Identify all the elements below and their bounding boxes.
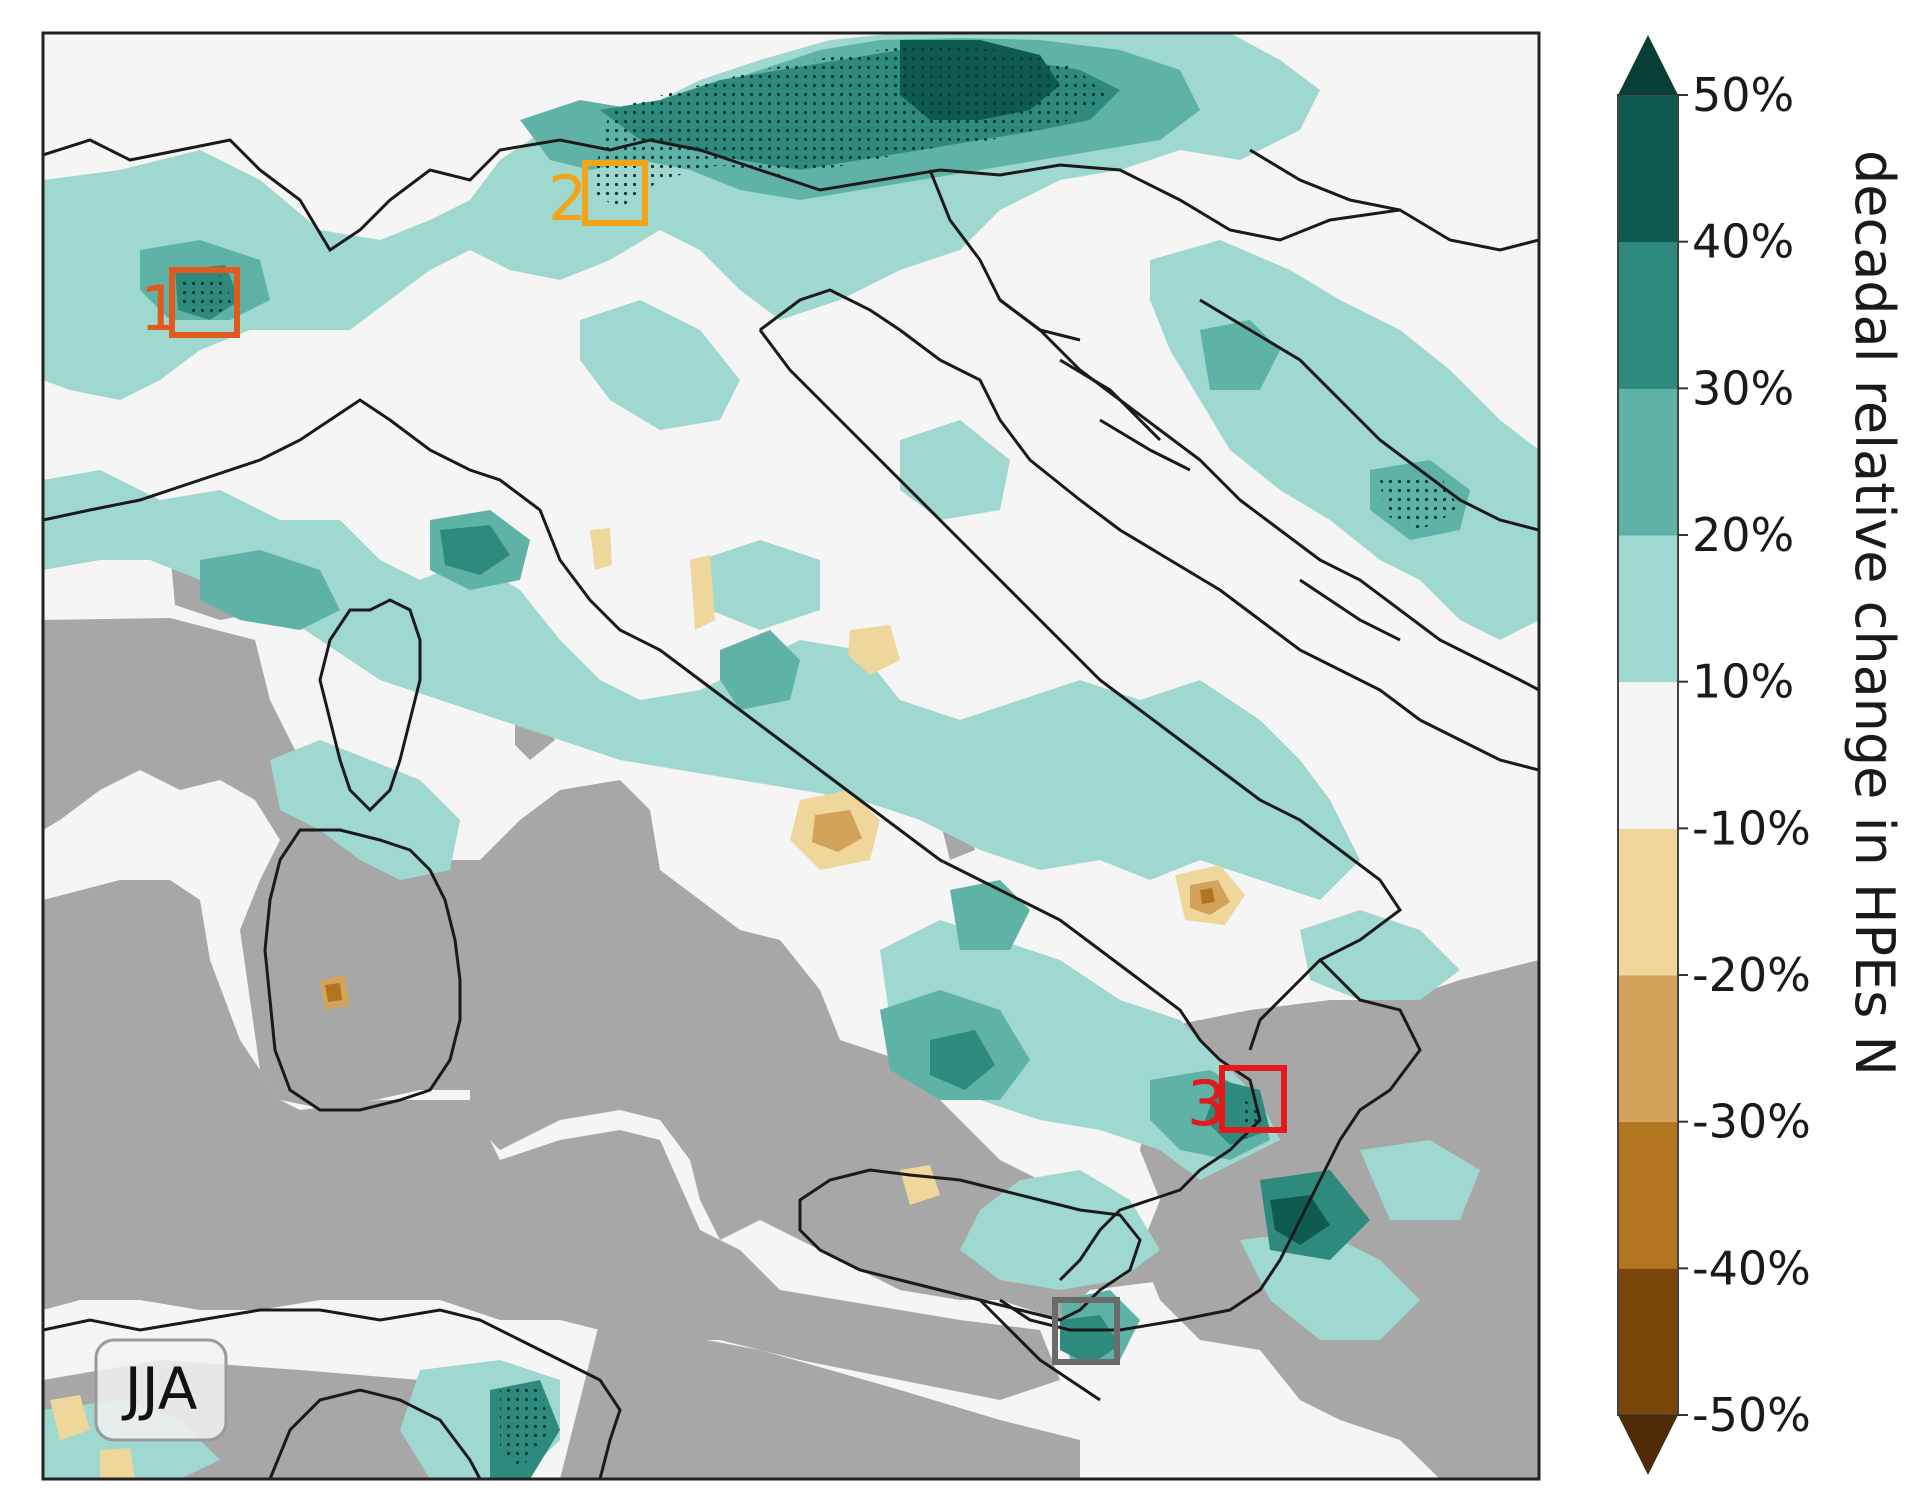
study-box-4 [1052, 1297, 1120, 1365]
colorbar-extend-min [1618, 1415, 1678, 1475]
season-label: JJA [122, 1355, 198, 1423]
study-box-3 [1219, 1065, 1287, 1133]
colorbar-bin [1618, 535, 1678, 683]
colorbar-bins [1617, 94, 1679, 1416]
map-frame [41, 31, 1541, 1481]
colorbar-tick-label: -50% [1692, 1388, 1811, 1442]
colorbar-bin [1618, 1268, 1678, 1416]
colorbar-ticks: 50% 40% 30% 20% 10% -10% -20% -30% -40% -50% [1678, 68, 1811, 1442]
map-panel: 1 2 3 JJA [41, 31, 1541, 1481]
colorbar-bin [1618, 975, 1678, 1123]
colorbar-tick-label: -20% [1692, 948, 1811, 1002]
colorbar-bin [1618, 1121, 1678, 1269]
colorbar-bin [1618, 95, 1678, 243]
colorbar-tick-label: 30% [1692, 361, 1794, 415]
season-label-box: JJA [94, 1338, 228, 1442]
significance-stippling [180, 45, 1460, 1470]
study-box-1 [169, 267, 240, 338]
colorbar-bin [1618, 828, 1678, 976]
study-box-3-label: 3 [1187, 1067, 1226, 1140]
colorbar-bin [1618, 388, 1678, 536]
study-box-2-label: 2 [548, 162, 587, 235]
colorbar-tick-label: -10% [1692, 801, 1811, 855]
colorbar-tick-label: 50% [1692, 68, 1794, 122]
colorbar-bin [1618, 681, 1678, 829]
colorbar: 50% 40% 30% 20% 10% -10% -20% -30% -40% -50% deca… [1617, 35, 1906, 1475]
colorbar-extend-max [1618, 35, 1678, 95]
colorbar-tick-label: 10% [1692, 655, 1794, 709]
colorbar-tick-label: 40% [1692, 215, 1794, 269]
colorbar-tick-label: 20% [1692, 508, 1794, 562]
colorbar-tick-label: -40% [1692, 1241, 1811, 1295]
colorbar-tick-label: -30% [1692, 1095, 1811, 1149]
colorbar-bin [1618, 241, 1678, 389]
colorbar-title: decadal relative change in HPEs N [1843, 150, 1906, 1076]
study-box-1-label: 1 [140, 272, 179, 345]
study-box-2 [582, 160, 648, 226]
coastlines-borders [43, 138, 1539, 1479]
study-boxes: 1 2 3 [140, 160, 1287, 1365]
